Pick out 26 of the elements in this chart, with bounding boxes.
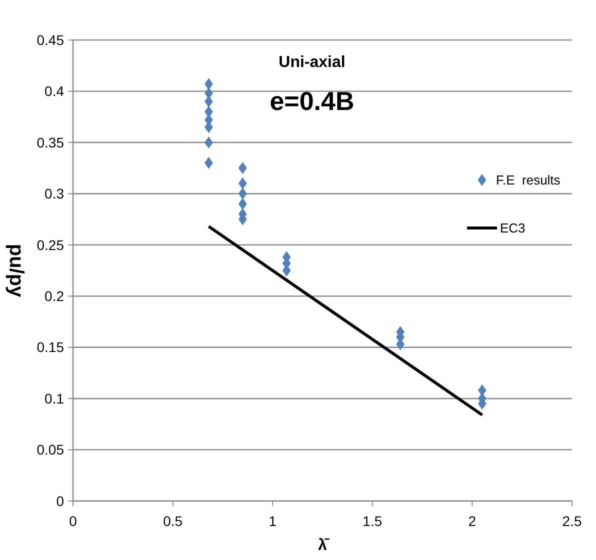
x-tick-label: 1 (268, 513, 277, 529)
text: Uni-axial (278, 54, 346, 71)
x-axis-title: λ̄ (318, 537, 330, 554)
legend-label: EC3 (500, 220, 526, 236)
point (238, 188, 247, 200)
point (238, 162, 247, 174)
y-tick-label: 0.05 (36, 442, 64, 458)
point (238, 177, 247, 190)
x-tick-label: 0.5 (163, 513, 183, 529)
x-tick-label: 2.5 (562, 513, 582, 529)
y-tick-label: 0.3 (44, 186, 64, 202)
legend-label: F.E results (496, 172, 561, 188)
y-tick-label: 0.2 (44, 288, 64, 304)
y-tick-label: 0.4 (44, 83, 64, 100)
y-axis-title: pu/py (5, 244, 27, 298)
text: e=0.4B (270, 86, 354, 116)
y-tick-label: 0.45 (36, 32, 64, 48)
y-tick-label: 0.25 (36, 236, 64, 253)
x-tick-label: 1.5 (362, 513, 382, 529)
x-tick-label: 0 (69, 513, 78, 529)
y-tick-label: 0 (56, 492, 64, 509)
y-tick-label: 0.1 (44, 390, 64, 406)
y-tick-label: 0.35 (36, 134, 64, 150)
point (238, 198, 247, 210)
x-tick-label: 2 (468, 513, 476, 529)
y-tick-label: 0.15 (36, 339, 64, 356)
